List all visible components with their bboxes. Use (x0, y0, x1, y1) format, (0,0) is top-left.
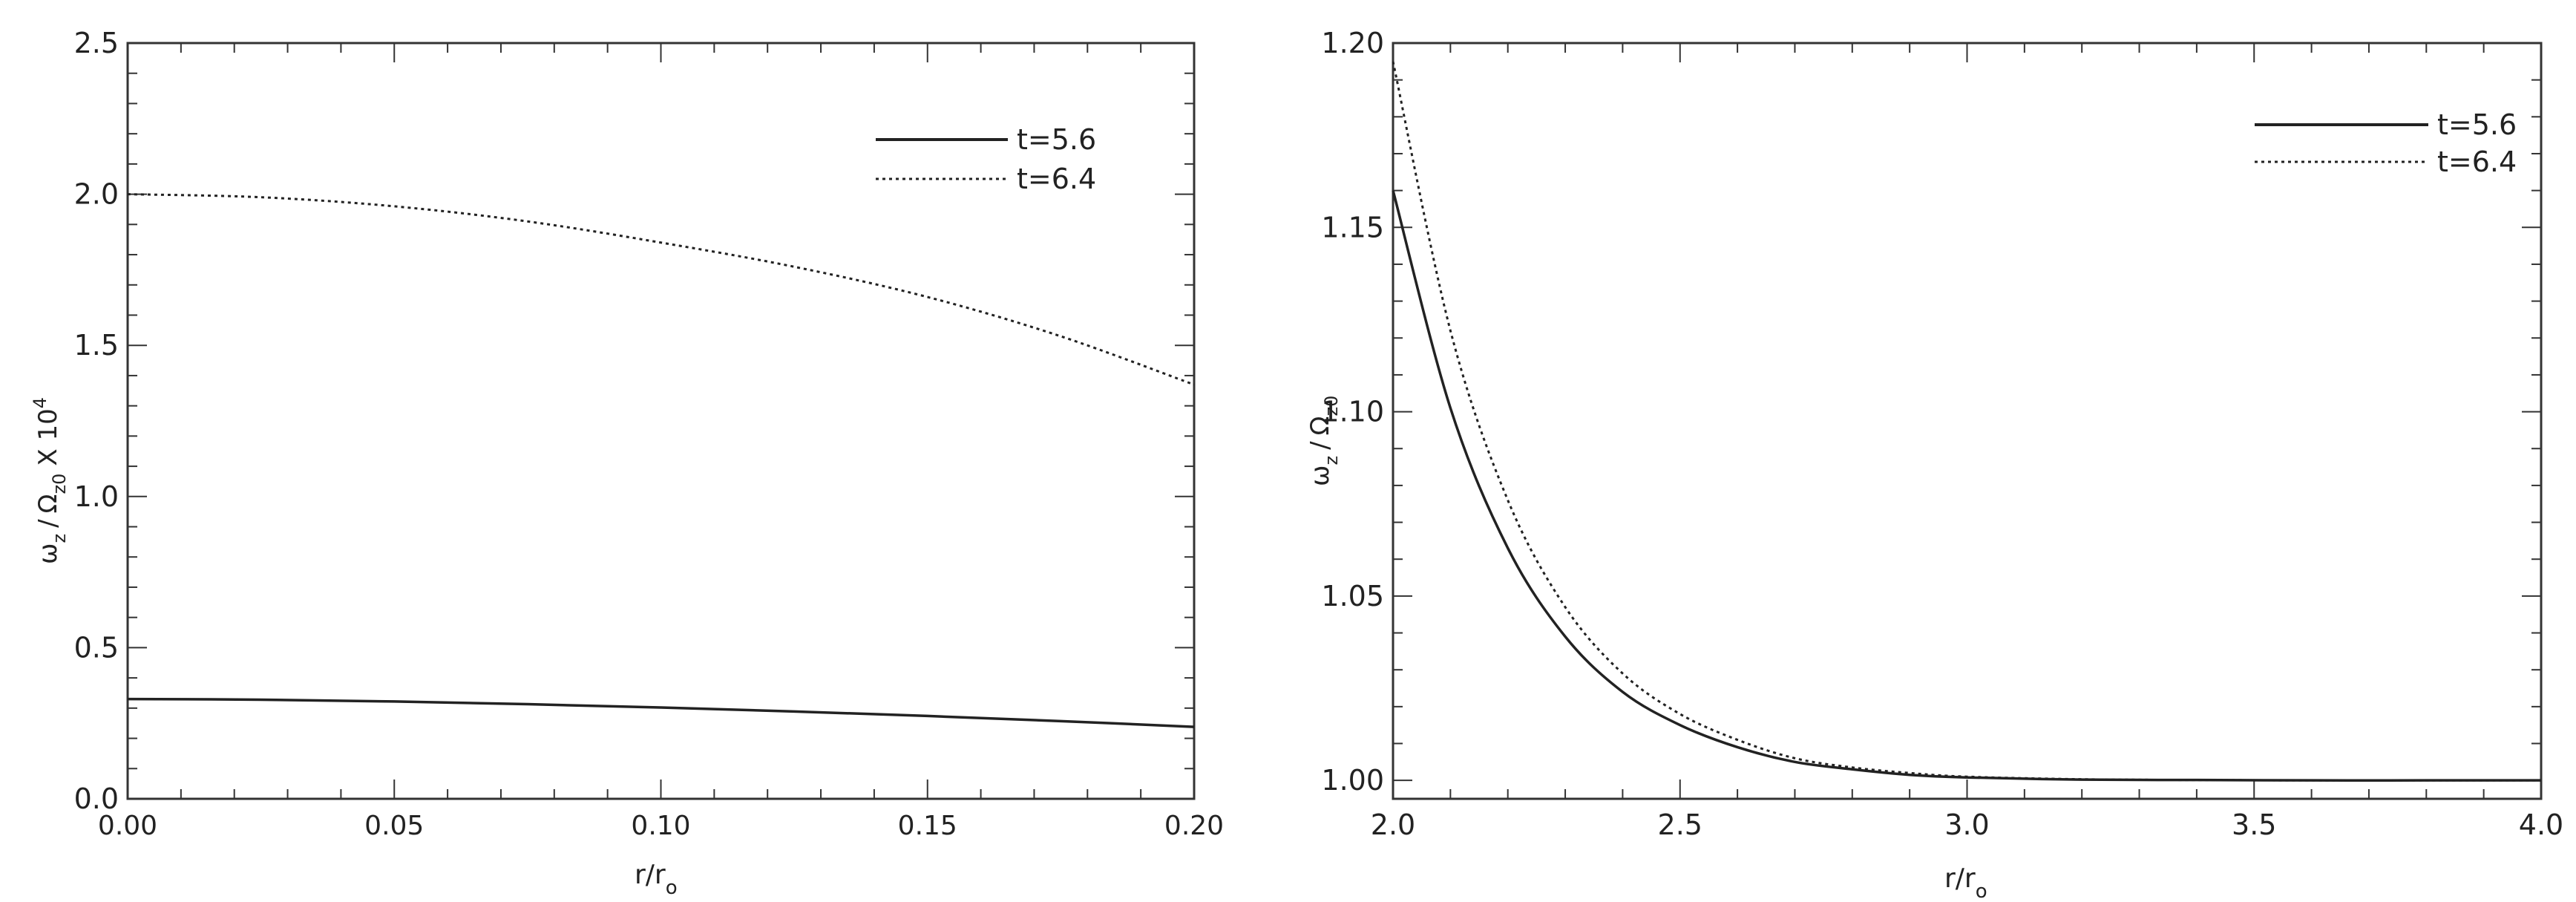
tick-labels-right: 2.0 2.5 3.0 3.5 4.0 1.00 1.05 1.10 1.15 1.20 (1321, 27, 2563, 841)
x-axis-label-sub-left: o (666, 877, 678, 898)
y-tick-label-left: 0.5 (74, 631, 119, 664)
chart-left: 0.00 0.05 0.10 0.15 0.20 0.0 0.5 1.0 1.5 2.0 2.5 t… (30, 27, 1225, 899)
series-line-2-right (1392, 61, 2541, 782)
y-tick-label-right: 1.05 (1321, 580, 1384, 612)
legend-label-series-2-left: t=6.4 (1017, 163, 1096, 195)
x-axis-label-right: r/ro (1944, 863, 1987, 898)
legend-right: t=5.6 t=6.4 (2255, 108, 2517, 178)
y-tick-label-left: 2.0 (74, 178, 119, 211)
tick-labels-left: 0.00 0.05 0.10 0.15 0.20 0.0 0.5 1.0 1.5 2.0 2.5 (74, 27, 1225, 841)
x-tick-label-right: 4.0 (2519, 808, 2563, 841)
y-tick-label-right: 1.20 (1321, 27, 1384, 59)
y-tick-label-right: 1.15 (1321, 211, 1384, 244)
x-axis-label-sub-right: o (1976, 880, 1987, 898)
x-tick-label-left: 0.10 (631, 811, 690, 841)
series-right (1392, 61, 2541, 782)
x-axis-label-left: r/ro (635, 860, 678, 898)
y-tick-label-right: 1.10 (1321, 396, 1384, 428)
series-left (127, 193, 1195, 728)
y-tick-label-left: 1.0 (74, 480, 119, 513)
x-tick-label-right: 3.0 (1944, 808, 1989, 841)
y-tick-label-left: 2.5 (74, 27, 119, 59)
y-tick-label-left: 0.0 (74, 782, 119, 815)
x-tick-label-right: 2.0 (1371, 808, 1415, 841)
x-tick-label-right: 3.5 (2232, 808, 2276, 841)
chart-right: 2.0 2.5 3.0 3.5 4.0 1.00 1.05 1.10 1.15 1.20 t=5.… (1305, 27, 2563, 902)
y-tick-label-left: 1.5 (74, 329, 119, 362)
tick-marks-left (127, 42, 1195, 800)
y-axis-label-right: ωz/Ωz0 (1305, 396, 1342, 486)
tick-marks-right (1392, 42, 2542, 799)
x-tick-label-left: 0.00 (98, 811, 157, 841)
y-axis-label-left: ωz/Ωz0X 104 (30, 397, 70, 564)
x-tick-label-right: 2.5 (1658, 808, 1702, 841)
legend-label-series-1-right: t=5.6 (2437, 108, 2517, 141)
x-tick-label-left: 0.15 (898, 811, 957, 841)
series-line-1-left (127, 697, 1195, 728)
legend-label-series-1-left: t=5.6 (1017, 123, 1096, 156)
x-tick-label-left: 0.05 (364, 811, 424, 841)
y-tick-label-right: 1.00 (1321, 764, 1384, 797)
x-tick-label-left: 0.20 (1164, 811, 1224, 841)
series-line-2-left (127, 193, 1195, 386)
legend-label-series-2-right: t=6.4 (2437, 146, 2517, 178)
legend-left: t=5.6 t=6.4 (876, 123, 1096, 195)
